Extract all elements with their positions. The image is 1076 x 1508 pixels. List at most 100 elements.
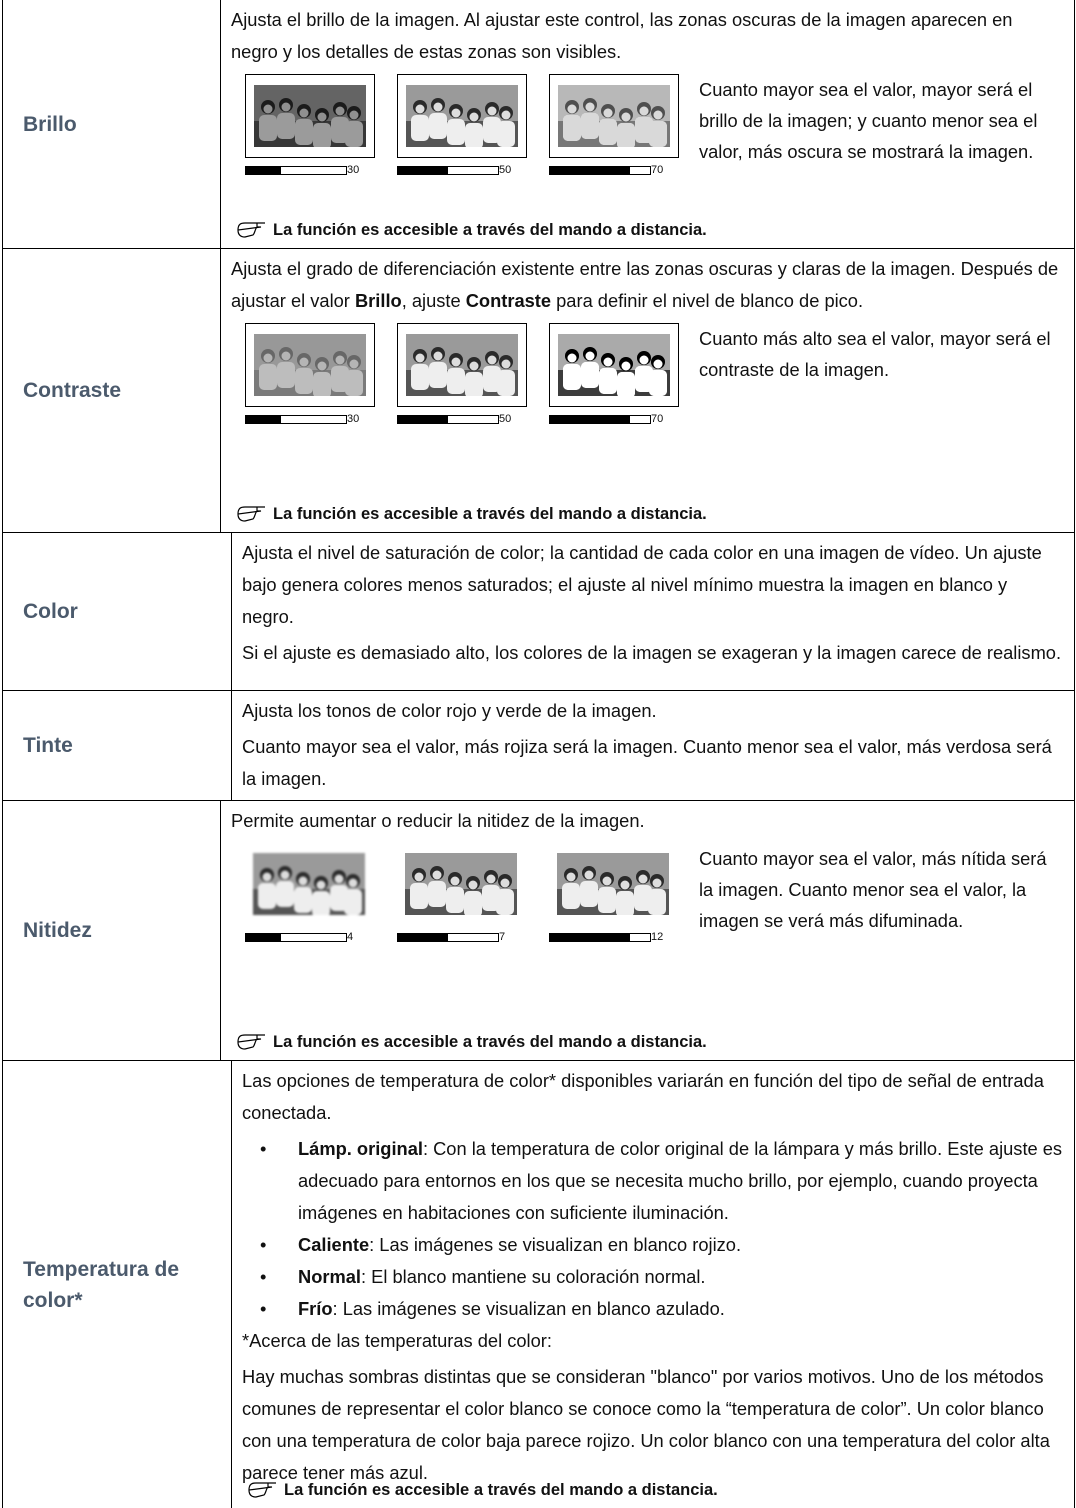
photo-frame <box>397 843 525 925</box>
photo-frame <box>245 323 375 407</box>
slider-bar <box>397 414 499 424</box>
photo <box>558 334 670 398</box>
slider: 30 <box>245 413 395 425</box>
row-content: Ajusta los tonos de color rojo y verde d… <box>232 691 1074 800</box>
photo-frame <box>397 323 527 407</box>
photo-frame <box>549 843 677 925</box>
text-run: Si el ajuste es demasiado alto, los colo… <box>242 642 1062 663</box>
bullet-item: Frío: Las imágenes se visualizan en blan… <box>260 1293 1064 1325</box>
sample: 30 <box>245 323 395 425</box>
paragraph: Ajusta los tonos de color rojo y verde d… <box>242 695 1064 727</box>
note: La función es accesible a través del man… <box>235 1026 707 1058</box>
photo-frame <box>245 843 373 925</box>
hand-icon <box>248 1482 276 1498</box>
paragraph: *Acerca de las temperaturas del color: <box>242 1325 1064 1357</box>
slider-fill <box>550 933 630 941</box>
figure-caption: Cuanto mayor sea el valor, mayor será el… <box>699 79 1038 162</box>
paragraph: Ajusta el brillo de la imagen. Al ajusta… <box>231 4 1064 68</box>
table-row: Brillo Ajusta el brillo de la imagen. Al … <box>3 0 1074 248</box>
row-label: Brillo <box>3 0 221 248</box>
table-row: Tinte Ajusta los tonos de color rojo y ve… <box>3 690 1074 800</box>
slider-fill <box>398 166 448 174</box>
text-run: Las opciones de temperatura de color* di… <box>242 1070 1044 1123</box>
row-label: Temperatura de color* <box>3 1061 232 1508</box>
slider-bar <box>245 932 347 942</box>
sample: 50 <box>397 74 547 176</box>
slider: 70 <box>549 413 699 425</box>
bold-run: Caliente <box>298 1234 370 1255</box>
slider-bar <box>549 414 651 424</box>
slider-bar <box>245 165 347 175</box>
note: La función es accesible a través del man… <box>246 1474 718 1506</box>
note-text: La función es accesible a través del man… <box>273 1033 707 1051</box>
text-run: : El blanco mantiene su coloración norma… <box>361 1266 706 1287</box>
text-run: Ajusta el brillo de la imagen. Al ajusta… <box>231 9 1013 62</box>
slider-fill <box>550 415 630 423</box>
text-run: : Las imágenes se visualizan en blanco a… <box>332 1298 725 1319</box>
row-label: Tinte <box>3 691 232 800</box>
table-row: Nitidez Permite aumentar o reducir la nit… <box>3 800 1074 1060</box>
photo <box>405 853 517 917</box>
photo <box>558 85 670 149</box>
slider: 70 <box>549 164 699 176</box>
paragraph: Las opciones de temperatura de color* di… <box>242 1065 1064 1129</box>
slider-value: 70 <box>651 164 664 176</box>
figure-caption: Cuanto mayor sea el valor, más nítida se… <box>699 848 1047 931</box>
text-run: Cuanto mayor sea el valor, más rojiza se… <box>242 736 1052 789</box>
sample: 30 <box>245 74 395 176</box>
text-run: , ajuste <box>401 290 466 311</box>
row-label: Contraste <box>3 249 221 532</box>
slider: 4 <box>245 931 395 943</box>
slider-fill <box>550 166 630 174</box>
photo <box>253 853 365 917</box>
photo <box>254 85 366 149</box>
slider-value: 30 <box>347 413 360 425</box>
note-text: La función es accesible a través del man… <box>273 221 707 239</box>
figure-caption: Cuanto más alto sea el valor, mayor será… <box>699 328 1051 380</box>
text-run: Ajusta el grado de diferenciación existe… <box>231 258 1059 311</box>
figure: 4 7 12 Cuanto mayor sea el valor, más nítid… <box>245 843 1064 943</box>
figure: 30 50 70 Cuanto más alto sea el valor, mayo… <box>245 323 1064 425</box>
photo-frame <box>245 74 375 158</box>
slider: 7 <box>397 931 547 943</box>
slider-fill <box>246 415 281 423</box>
photo-frame <box>397 74 527 158</box>
slider: 12 <box>549 931 699 943</box>
slider-value: 12 <box>651 931 664 943</box>
sample: 70 <box>549 74 699 176</box>
table-row: Contraste Ajusta el grado de diferenciaci… <box>3 248 1074 532</box>
paragraph: Ajusta el nivel de saturación de color; … <box>242 537 1064 633</box>
slider-value: 30 <box>347 164 360 176</box>
bold-run: Lámp. original <box>298 1138 423 1159</box>
bold-run: Frío <box>298 1298 333 1319</box>
text-run: : Las imágenes se visualizan en blanco r… <box>369 1234 742 1255</box>
row-content: Permite aumentar o reducir la nitidez de… <box>221 801 1074 1060</box>
slider-fill <box>246 166 281 174</box>
text-run: : Con la temperatura de color original d… <box>298 1138 1063 1223</box>
hand-icon <box>237 506 265 522</box>
sample: 50 <box>397 323 547 425</box>
table-row: Color Ajusta el nivel de saturación de co… <box>3 532 1074 690</box>
photo <box>557 853 669 917</box>
paragraph: Ajusta el grado de diferenciación existe… <box>231 253 1064 317</box>
figure: 30 50 70 Cuanto mayor sea el valor, mayor s… <box>245 74 1064 176</box>
text-run: para definir el nivel de blanco de pico. <box>551 290 864 311</box>
paragraph: Si el ajuste es demasiado alto, los colo… <box>242 637 1064 669</box>
photo-frame <box>549 74 679 158</box>
photo <box>406 85 518 149</box>
bullet-item: Lámp. original: Con la temperatura de co… <box>260 1133 1064 1229</box>
table-row: Temperatura de color* Las opciones de tem… <box>3 1060 1074 1508</box>
bold-run: Contraste <box>465 290 552 311</box>
hand-icon <box>237 222 265 238</box>
sample: 7 <box>397 843 547 943</box>
paragraph: Permite aumentar o reducir la nitidez de… <box>231 805 1064 837</box>
slider-fill <box>398 933 448 941</box>
sample: 12 <box>549 843 699 943</box>
sample: 70 <box>549 323 699 425</box>
slider-bar <box>245 414 347 424</box>
row-content: Ajusta el nivel de saturación de color; … <box>232 533 1074 690</box>
row-content: Ajusta el grado de diferenciación existe… <box>221 249 1074 532</box>
photo <box>406 334 518 398</box>
bullet-item: Caliente: Las imágenes se visualizan en … <box>260 1229 1064 1261</box>
